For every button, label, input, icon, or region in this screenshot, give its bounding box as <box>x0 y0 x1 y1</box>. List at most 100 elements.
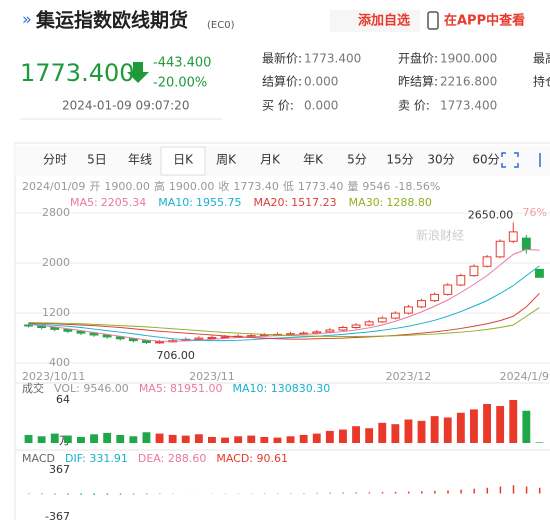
macd-bar <box>54 493 56 495</box>
volume-bar <box>496 406 505 443</box>
stat-label: 持仓 <box>533 74 550 89</box>
volume-bar <box>260 436 269 443</box>
macd-bar <box>303 492 305 494</box>
volume-bar <box>37 436 46 443</box>
phone-icon <box>427 11 439 30</box>
active-tab <box>160 146 206 176</box>
legend-value: 2205.34 <box>101 196 147 209</box>
info-text: 9546 <box>362 180 390 193</box>
volume-bar <box>247 435 256 443</box>
add-button[interactable]: 添加自选 <box>358 13 410 29</box>
stat-value: 1773.400 <box>440 99 497 113</box>
volume-bar <box>352 426 360 443</box>
candle-body <box>76 330 86 334</box>
tab[interactable]: 日K <box>173 153 194 167</box>
volume-bar <box>77 436 85 443</box>
candle-body <box>521 237 531 251</box>
tab[interactable]: 5分 <box>347 153 367 167</box>
tab[interactable]: 年线 <box>128 153 152 167</box>
legend-value: 1288.80 <box>386 196 432 209</box>
volume-bar <box>483 404 491 443</box>
volume-bar <box>522 410 531 443</box>
macd-bar <box>28 493 30 495</box>
candle-body <box>312 331 322 334</box>
y-tick-label: 367 <box>49 463 70 476</box>
volume-legend: MA10: 130830.30 <box>233 382 331 395</box>
macd-bar <box>447 490 449 494</box>
tab[interactable]: 15分 <box>386 153 413 167</box>
candle-body <box>377 317 387 323</box>
stat-value: 2216.800 <box>440 75 497 89</box>
volume-bar <box>470 409 478 443</box>
volume-bar <box>286 436 295 443</box>
volume-bar <box>456 412 465 443</box>
macd-bar <box>355 492 358 494</box>
candle-body <box>24 324 33 327</box>
fullscreen-icon[interactable] <box>501 152 519 168</box>
macd-bar <box>460 489 462 494</box>
volume-bar <box>339 429 347 443</box>
right-label: 76% <box>523 206 547 219</box>
macd-bar <box>394 491 397 494</box>
ma-line <box>28 307 540 337</box>
macd-bar <box>342 492 344 494</box>
tab[interactable]: 60分 <box>472 153 499 167</box>
price: 1773.400 <box>20 59 135 87</box>
volume-bar <box>365 428 374 443</box>
macd-bar <box>368 492 371 494</box>
macd-bar <box>106 493 109 495</box>
macd-bar <box>486 487 489 494</box>
volume-legend: VOL: 9546.00 <box>54 382 129 395</box>
volume-bar <box>234 436 243 443</box>
stat-value: 0.000 <box>304 99 338 113</box>
x-tick-label: 2023/11 <box>189 370 235 383</box>
volume-legend: MA5: 81951.00 <box>139 382 223 395</box>
candle-body <box>338 327 348 331</box>
candle-body <box>443 284 453 295</box>
volume-bar <box>325 430 334 443</box>
volume-bar <box>273 437 282 443</box>
macd-bar <box>41 493 43 495</box>
info-text: 高 <box>154 179 165 193</box>
volume-bar <box>417 420 426 443</box>
legend-name: MA30: <box>349 196 384 209</box>
stat-label: 卖 价: <box>398 99 430 113</box>
app-button[interactable]: 在APP中查看 <box>444 13 525 29</box>
volume-bar <box>535 442 544 443</box>
info-text: 低 <box>283 180 294 193</box>
volume-bar <box>24 434 33 443</box>
volume-bar <box>142 432 151 443</box>
tab[interactable]: 月K <box>260 153 281 167</box>
chart-panel <box>14 142 550 520</box>
stat-value: 1900.000 <box>440 52 497 66</box>
volume-legend: 成交 <box>22 381 44 395</box>
icon: » <box>22 10 32 29</box>
volume-bar <box>312 433 321 443</box>
tab[interactable]: 30分 <box>427 153 454 167</box>
x-tick-label: 2024/1/9 <box>500 370 549 383</box>
legend-value: 1517.23 <box>291 196 337 209</box>
info-text: 1900.00 <box>169 180 215 193</box>
macd-legend: DIF: 331.91 <box>65 452 128 465</box>
candle-body <box>508 231 518 242</box>
candle-body <box>351 324 361 328</box>
candle-body <box>404 306 413 314</box>
stat-label: 昨结算: <box>398 74 438 89</box>
candle-body <box>128 338 138 342</box>
macd-legend: MACD <box>22 452 55 465</box>
tab[interactable]: 周K <box>216 153 237 167</box>
tab[interactable]: 5日 <box>87 153 107 167</box>
y-tick-label: 2000 <box>42 256 70 269</box>
percent: -20.00% <box>153 76 207 91</box>
macd-bar <box>525 486 528 494</box>
volume-bar <box>50 433 59 443</box>
tab[interactable]: 分时 <box>43 153 67 167</box>
ma-line <box>28 292 540 340</box>
candle-body <box>102 334 112 338</box>
candle-body <box>417 300 426 308</box>
info-text: 1900.00 <box>104 180 150 193</box>
tab[interactable]: 年K <box>303 153 324 167</box>
add-bg[interactable] <box>330 10 420 32</box>
candle-body <box>482 256 492 267</box>
